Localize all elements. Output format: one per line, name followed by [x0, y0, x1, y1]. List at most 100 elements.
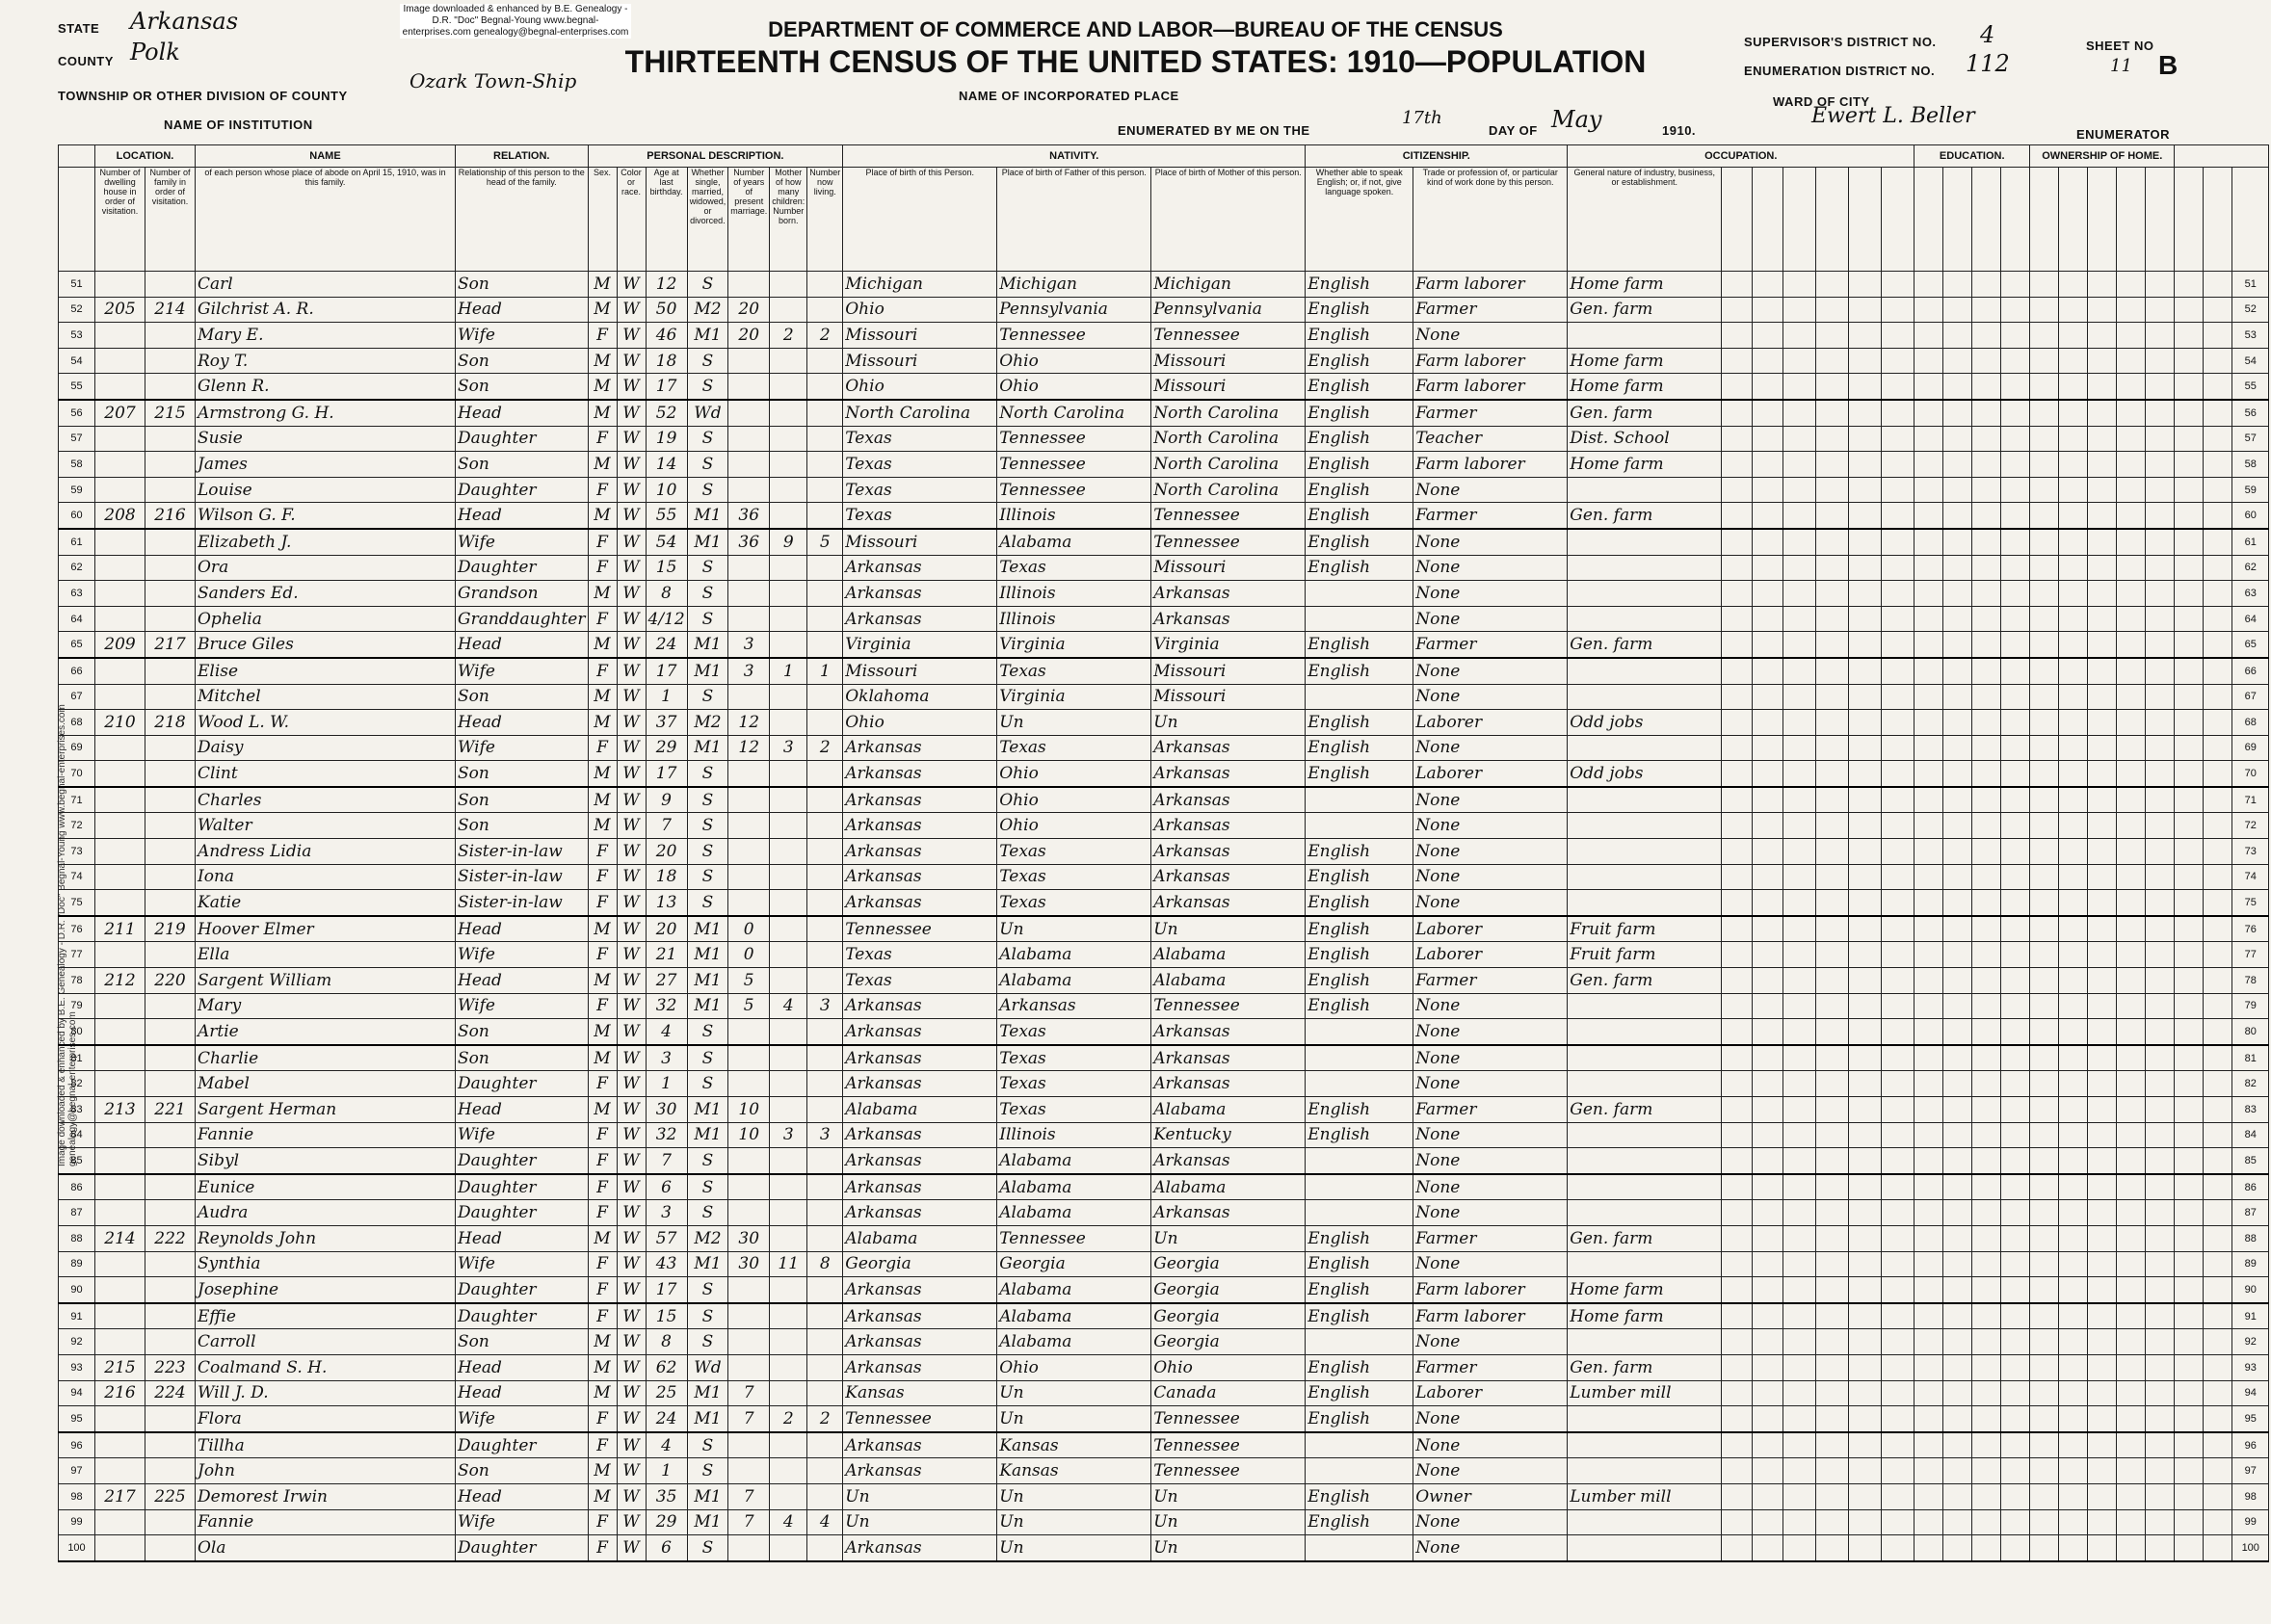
cell: F	[587, 1199, 618, 1226]
column-header: Age at last birthday.	[645, 167, 688, 272]
empty-cell	[2145, 425, 2176, 453]
empty-cell	[2145, 657, 2176, 685]
cell: 7	[727, 1405, 771, 1433]
cell: 6	[645, 1173, 688, 1201]
line-number: 56	[58, 399, 95, 427]
cell	[145, 1018, 196, 1046]
line-number: 61	[58, 528, 95, 556]
cell: S	[686, 812, 729, 840]
cell: Fannie	[195, 1121, 456, 1149]
cell	[806, 1224, 844, 1252]
cell: Fruit farm	[1567, 941, 1723, 969]
empty-cell	[1721, 1431, 1754, 1459]
cell	[1567, 1250, 1723, 1278]
column-header	[2058, 167, 2089, 272]
label: WARD OF CITY	[1773, 94, 1870, 109]
census-row: 69 Daisy Wife F W 29 M1 12 3 2 Arkansas Texas Arkans…	[58, 734, 2270, 762]
empty-cell	[1942, 1096, 1973, 1123]
empty-cell	[2000, 1070, 2031, 1097]
empty-cell	[1971, 1173, 2002, 1201]
empty-cell	[2203, 1379, 2233, 1407]
cell	[1567, 992, 1723, 1020]
empty-cell	[1721, 1457, 1754, 1484]
cell: Demorest Irwin	[195, 1482, 456, 1510]
empty-cell	[2203, 1096, 2233, 1123]
cell: Wife	[455, 1508, 589, 1536]
cell	[145, 863, 196, 891]
empty-cell	[2203, 863, 2233, 891]
line-number: 88	[58, 1224, 95, 1252]
cell	[727, 1431, 771, 1459]
cell: English	[1305, 1121, 1414, 1149]
empty-cell	[1971, 992, 2002, 1020]
empty-cell	[1848, 502, 1883, 530]
empty-cell	[2203, 1173, 2233, 1201]
empty-cell	[1752, 296, 1784, 324]
line-number: 63	[2231, 580, 2270, 607]
empty-cell	[2116, 1096, 2147, 1123]
cell: 8	[645, 580, 688, 607]
cell: F	[587, 992, 618, 1020]
empty-cell	[2174, 1508, 2205, 1536]
cell: Un	[1150, 1508, 1307, 1536]
empty-cell	[2116, 476, 2147, 504]
empty-cell	[1752, 1276, 1784, 1304]
empty-cell	[1971, 1405, 2002, 1433]
empty-cell	[2087, 1147, 2118, 1175]
cell: English	[1305, 1224, 1414, 1252]
empty-cell	[1848, 1482, 1883, 1510]
empty-cell	[2000, 1353, 2031, 1381]
cell: W	[616, 399, 647, 427]
empty-cell	[1881, 863, 1915, 891]
empty-cell	[1881, 1096, 1915, 1123]
empty-cell	[1782, 967, 1817, 994]
cell	[769, 605, 808, 633]
census-row: 66 Elise Wife F W 17 M1 3 1 1 Missouri Texas Missour…	[58, 657, 2270, 685]
cell	[145, 1199, 196, 1226]
empty-cell	[2174, 812, 2205, 840]
empty-cell	[2087, 786, 2118, 814]
empty-cell	[1942, 734, 1973, 762]
line-number: 73	[2231, 838, 2270, 865]
empty-cell	[2029, 1173, 2060, 1201]
empty-cell	[2116, 786, 2147, 814]
cell: M	[587, 967, 618, 994]
empty-cell	[1848, 476, 1883, 504]
group-header	[2174, 144, 2270, 168]
cell	[727, 605, 771, 633]
cell: S	[686, 373, 729, 401]
cell: Arkansas	[1150, 863, 1307, 891]
census-row: 85 Sibyl Daughter F W 7 S Arkansas Alabama Arkans…	[58, 1147, 2270, 1175]
column-header	[1914, 167, 1944, 272]
cell: 46	[645, 322, 688, 349]
cell: 4/12	[645, 605, 688, 633]
line-number: 90	[2231, 1276, 2270, 1304]
empty-cell	[1971, 1508, 2002, 1536]
empty-cell	[1782, 734, 1817, 762]
census-table: LOCATION. NAME RELATION. PERSONAL DESCRIPTI…	[58, 144, 2270, 1562]
empty-cell	[2058, 889, 2089, 917]
line-number: 72	[58, 812, 95, 840]
empty-cell	[1782, 296, 1817, 324]
empty-cell	[1848, 1328, 1883, 1355]
empty-cell	[1721, 1250, 1754, 1278]
empty-cell	[1881, 1328, 1915, 1355]
empty-cell	[2029, 992, 2060, 1020]
cell	[94, 786, 145, 814]
empty-cell	[2087, 1431, 2118, 1459]
empty-cell	[1971, 1044, 2002, 1072]
empty-cell	[2058, 941, 2089, 969]
empty-cell	[2116, 760, 2147, 788]
cell	[727, 1276, 771, 1304]
cell: 30	[727, 1224, 771, 1252]
empty-cell	[1971, 631, 2002, 659]
cell: M	[587, 373, 618, 401]
cell	[145, 838, 196, 865]
cell: 57	[645, 1224, 688, 1252]
cell: Daughter	[455, 1431, 589, 1459]
empty-cell	[2116, 863, 2147, 891]
cell: Arkansas	[842, 554, 998, 582]
empty-cell	[1782, 1173, 1817, 1201]
empty-cell	[1721, 528, 1754, 556]
empty-cell	[2174, 347, 2205, 375]
